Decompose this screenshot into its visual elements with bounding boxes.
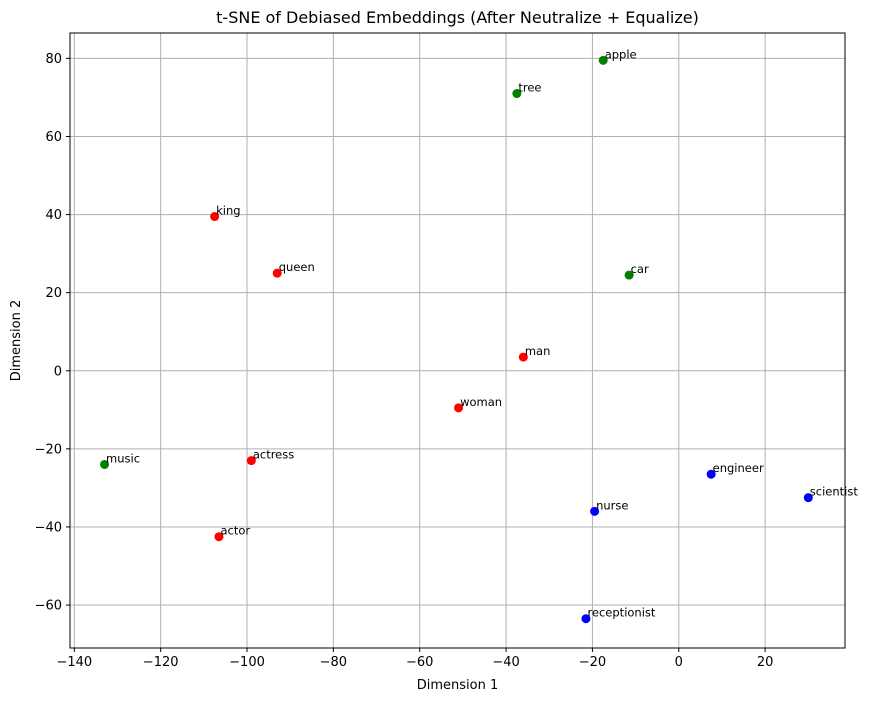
y-tick-label: 0 [54,364,62,379]
y-tick-label: −40 [35,520,62,535]
x-tick-label: −80 [320,655,347,670]
y-tick-label: 60 [45,130,62,145]
point-label: woman [460,395,502,409]
point-label: actress [253,448,294,462]
x-tick-label: −140 [56,655,92,670]
data-point [598,55,608,65]
y-axis-label: Dimension 2 [9,300,24,382]
x-tick-label: 0 [675,655,683,670]
data-point [518,352,528,362]
data-point [210,212,220,222]
x-tick-label: −100 [229,655,265,670]
y-tick-label: 80 [45,52,62,67]
data-point [624,270,634,280]
y-tick-label: 40 [45,208,62,223]
data-point [214,532,224,542]
grid [70,33,845,648]
point-label: receptionist [587,606,655,620]
data-point [512,89,522,99]
point-label: scientist [810,485,859,499]
point-label: apple [605,47,637,61]
data-point [590,506,600,516]
x-tick-label: −60 [406,655,433,670]
point-label: nurse [596,498,628,512]
data-point [581,614,591,624]
data-point [454,403,464,413]
data-point [246,456,256,466]
y-tick-label: 20 [45,286,62,301]
x-tick-label: −40 [492,655,519,670]
x-tick-label: −120 [143,655,179,670]
data-point [706,469,716,479]
y-tick-label: −60 [35,599,62,614]
point-label: tree [518,81,541,95]
y-tick-label: −20 [35,442,62,457]
x-tick-label: 20 [757,655,774,670]
point-label: music [106,451,140,465]
chart-title: t-SNE of Debiased Embeddings (After Neut… [216,8,699,27]
data-point [100,459,110,469]
point-label: king [216,204,240,218]
point-label: car [631,262,649,276]
data-point [272,268,282,278]
x-tick-label: −20 [579,655,606,670]
point-label: engineer [713,461,764,475]
point-label: actor [220,524,250,538]
plot-frame [69,32,846,649]
data-point [803,493,813,503]
point-label: queen [279,260,315,274]
data-points: apple tree king queen car man woman music actres… [100,47,859,624]
x-axis-label: Dimension 1 [417,678,499,693]
point-label: man [525,344,551,358]
axis-ticks: −140 −120 −100 −80 −60 −40 −20 0 20 −60 −40 −20 0 20 4… [35,52,774,670]
